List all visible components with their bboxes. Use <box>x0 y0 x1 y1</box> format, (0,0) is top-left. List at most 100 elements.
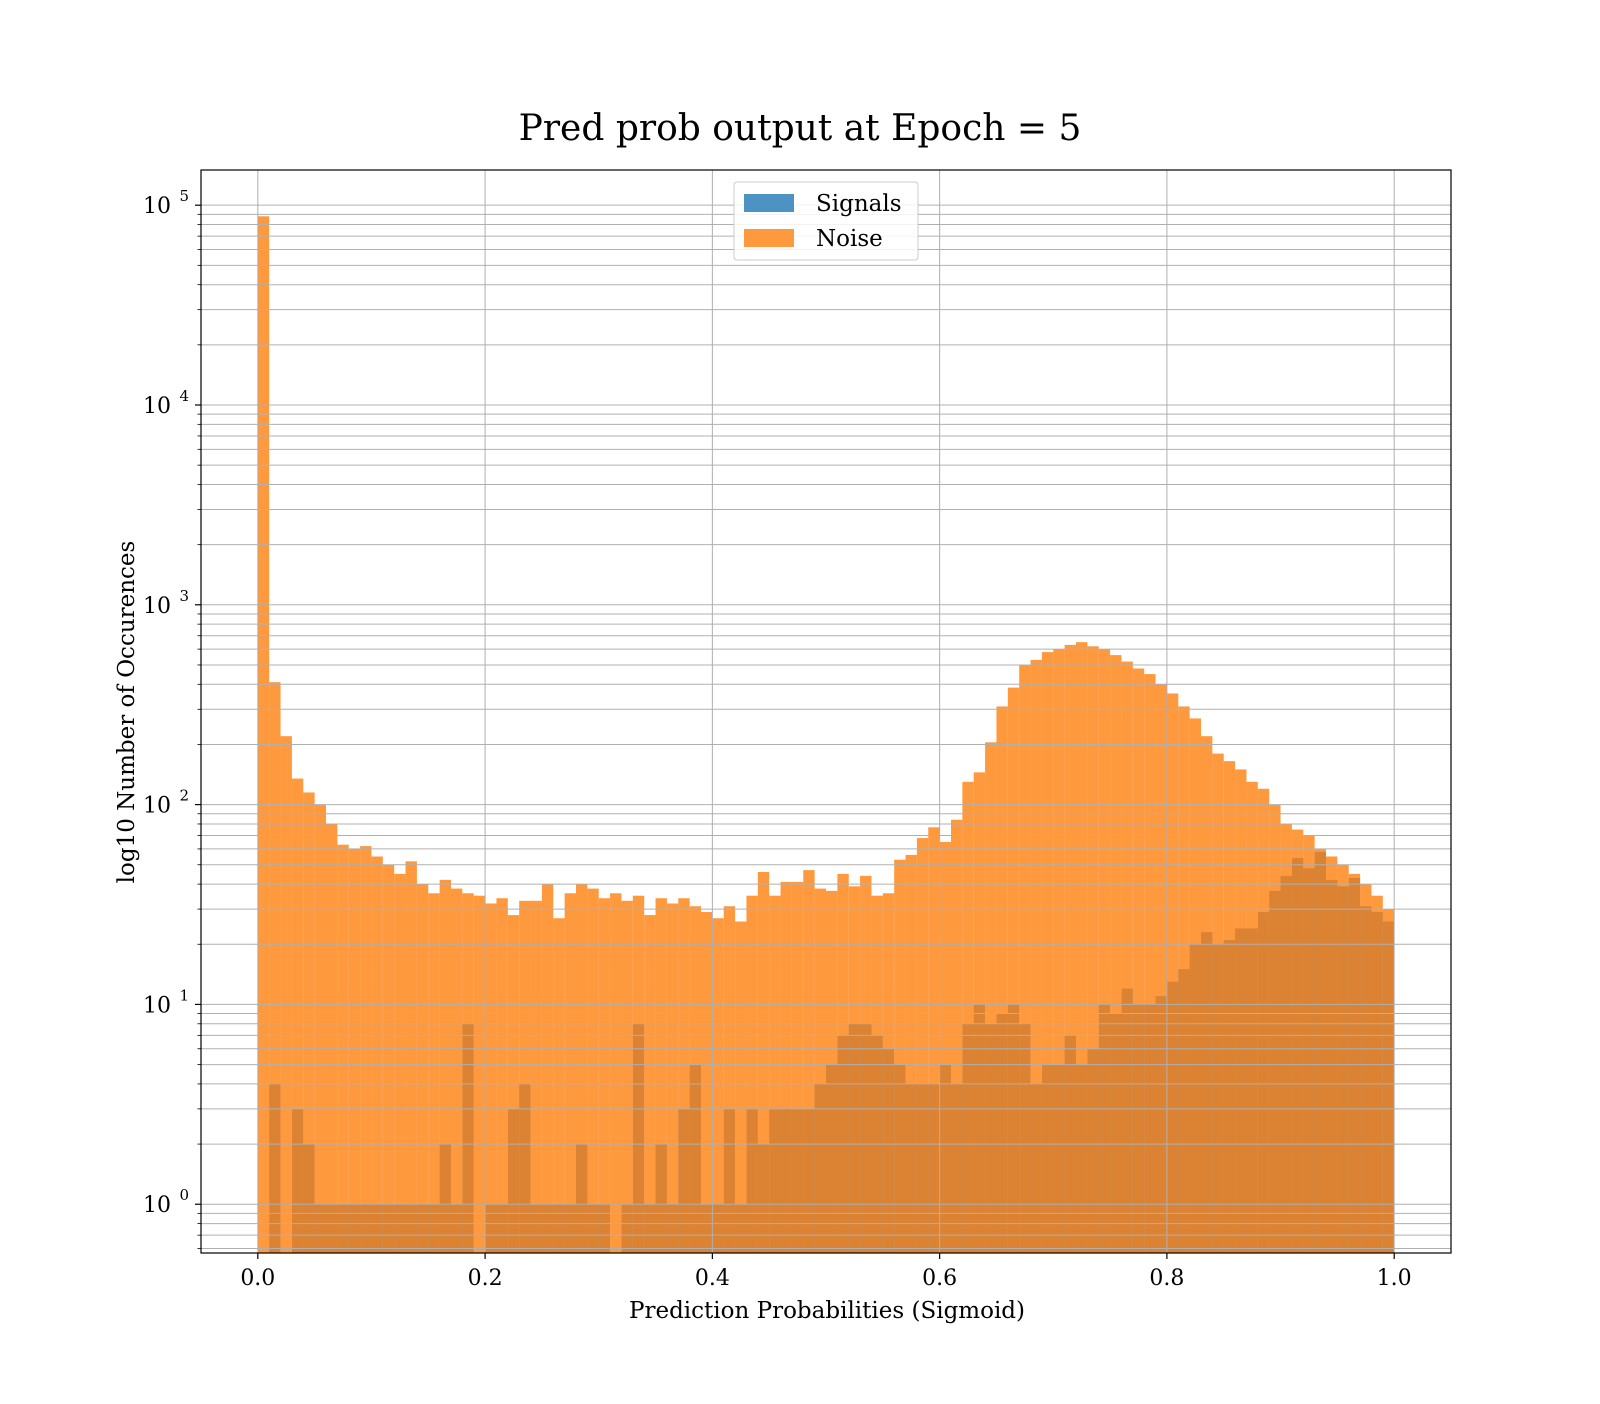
noise-bar <box>1314 848 1326 1253</box>
noise-bar <box>519 900 531 1253</box>
noise-bar <box>576 884 588 1253</box>
noise-bar <box>360 846 372 1253</box>
noise-bar <box>1303 835 1315 1253</box>
y-tick-label: 10 <box>143 394 171 419</box>
noise-bar <box>757 871 770 1253</box>
y-tick-exponent: 5 <box>179 187 189 205</box>
noise-bar <box>598 898 611 1253</box>
noise-bar <box>882 893 895 1253</box>
legend-swatch <box>744 194 794 212</box>
noise-bar <box>1326 856 1338 1253</box>
noise-bar <box>462 893 474 1253</box>
noise-bar <box>326 823 338 1253</box>
noise-bar <box>1166 693 1179 1253</box>
noise-bar <box>371 856 383 1253</box>
noise-bar <box>564 893 576 1253</box>
noise-bar <box>587 888 599 1253</box>
noise-bar <box>1098 649 1111 1253</box>
noise-bars <box>257 216 1395 1254</box>
legend: Signals Noise <box>733 181 919 261</box>
noise-bar <box>257 216 270 1254</box>
y-tick-label: 10 <box>143 594 171 619</box>
noise-bar <box>1223 761 1236 1253</box>
noise-bar <box>1121 661 1133 1253</box>
y-tick-label: 10 <box>143 194 171 219</box>
noise-bar <box>996 706 1008 1253</box>
noise-bar <box>814 888 826 1253</box>
noise-bar <box>473 895 486 1253</box>
noise-bar <box>1076 642 1088 1253</box>
y-tick-label: 10 <box>143 1193 171 1218</box>
noise-bar <box>1257 788 1270 1253</box>
y-tick-exponent: 2 <box>179 787 189 805</box>
noise-bar <box>791 881 804 1253</box>
noise-bar <box>962 781 974 1253</box>
noise-bar <box>439 879 451 1253</box>
x-tick-label: 1.0 <box>1377 1266 1412 1291</box>
noise-bar <box>735 921 747 1253</box>
noise-bar <box>1041 652 1054 1253</box>
noise-bar <box>871 895 883 1253</box>
noise-bar <box>1189 718 1201 1253</box>
noise-bar <box>1235 769 1247 1253</box>
noise-bar <box>973 772 986 1253</box>
noise-bar <box>1144 674 1156 1253</box>
noise-bar <box>416 884 429 1253</box>
legend-label: Noise <box>816 226 883 252</box>
noise-bar <box>280 736 292 1253</box>
noise-bar <box>803 870 815 1253</box>
noise-bar <box>1291 829 1304 1253</box>
noise-bar <box>303 792 315 1253</box>
noise-bar <box>314 804 326 1253</box>
noise-bar <box>666 903 679 1253</box>
noise-bar <box>1360 884 1372 1253</box>
noise-bar <box>621 900 633 1253</box>
noise-bar <box>1007 687 1020 1253</box>
x-tick-label: 0.8 <box>1149 1266 1184 1291</box>
noise-bar <box>1019 664 1031 1253</box>
noise-bar <box>1053 649 1065 1253</box>
noise-bar <box>826 890 838 1253</box>
legend-swatch <box>744 229 794 247</box>
noise-bar <box>405 861 417 1253</box>
noise-bar <box>1280 823 1292 1253</box>
y-axis-ticks: 10 0 10 1 10 2 10 3 10 4 10 5 <box>143 187 201 1249</box>
legend-label: Signals <box>816 191 902 217</box>
y-tick-exponent: 0 <box>179 1186 189 1204</box>
noise-bar <box>485 903 497 1253</box>
noise-bar <box>553 918 565 1253</box>
noise-bar <box>939 841 951 1253</box>
noise-bar <box>1087 646 1099 1253</box>
noise-bar <box>746 895 758 1253</box>
noise-bar <box>1132 668 1145 1253</box>
noise-bar <box>1337 864 1349 1253</box>
noise-bar <box>1212 753 1224 1253</box>
y-axis-label: log10 Number of Occurences <box>114 541 140 884</box>
noise-bar <box>951 819 963 1253</box>
noise-bar <box>632 895 645 1253</box>
x-tick-label: 0.0 <box>240 1266 275 1291</box>
noise-bar <box>1269 804 1281 1253</box>
x-tick-label: 0.2 <box>468 1266 503 1291</box>
noise-bar <box>712 918 724 1253</box>
noise-bar <box>678 898 690 1253</box>
plot-frame <box>200 169 1452 1254</box>
noise-bar <box>894 859 906 1253</box>
noise-bar <box>780 881 792 1253</box>
noise-bar <box>905 854 917 1253</box>
noise-bar <box>848 886 861 1253</box>
noise-bar <box>689 906 701 1253</box>
noise-bar <box>701 912 713 1253</box>
noise-bar <box>1110 655 1122 1253</box>
noise-bar <box>1348 873 1361 1253</box>
noise-bar <box>1201 736 1213 1253</box>
noise-bar <box>1064 644 1076 1253</box>
noise-bar <box>1382 909 1395 1253</box>
noise-bar <box>1246 781 1258 1253</box>
x-axis-ticks: 0.0 0.2 0.4 0.6 0.8 1.0 <box>240 1253 1412 1291</box>
noise-bar <box>610 893 622 1253</box>
noise-bar <box>394 873 406 1253</box>
y-tick-label: 10 <box>143 993 171 1018</box>
